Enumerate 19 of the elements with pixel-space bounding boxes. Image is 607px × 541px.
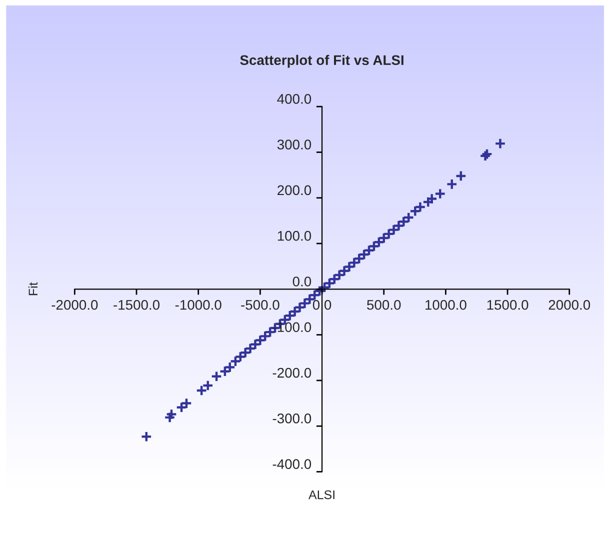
y-tick-label: -400.0 bbox=[272, 459, 312, 470]
y-axis-title: Fit bbox=[28, 282, 38, 296]
x-tick-label: 1000.0 bbox=[426, 300, 466, 310]
y-tick-label: 300.0 bbox=[277, 140, 312, 150]
y-tick-label: 100.0 bbox=[278, 230, 312, 241]
x-tick-label: -500.0 bbox=[241, 300, 280, 310]
x-tick-label: -2000.0 bbox=[52, 300, 98, 310]
y-tick-label: 0.0 bbox=[292, 276, 312, 286]
x-tick-label: -1000.0 bbox=[175, 300, 222, 310]
chart-title: Scatterplot of Fit vs ALSI bbox=[240, 54, 404, 68]
x-tick-label: 500.0 bbox=[367, 300, 401, 310]
y-tick-label: -300.0 bbox=[272, 414, 312, 424]
x-axis-title: ALSI bbox=[308, 490, 334, 500]
x-tick-label: 2000.0 bbox=[548, 300, 590, 310]
x-tick-label: 1500.0 bbox=[487, 300, 528, 310]
y-tick-label: -200.0 bbox=[272, 368, 312, 378]
x-tick-label: -1500.0 bbox=[114, 300, 160, 310]
y-tick-label: 400.0 bbox=[277, 94, 312, 104]
y-tick-label: 200.0 bbox=[278, 185, 312, 196]
